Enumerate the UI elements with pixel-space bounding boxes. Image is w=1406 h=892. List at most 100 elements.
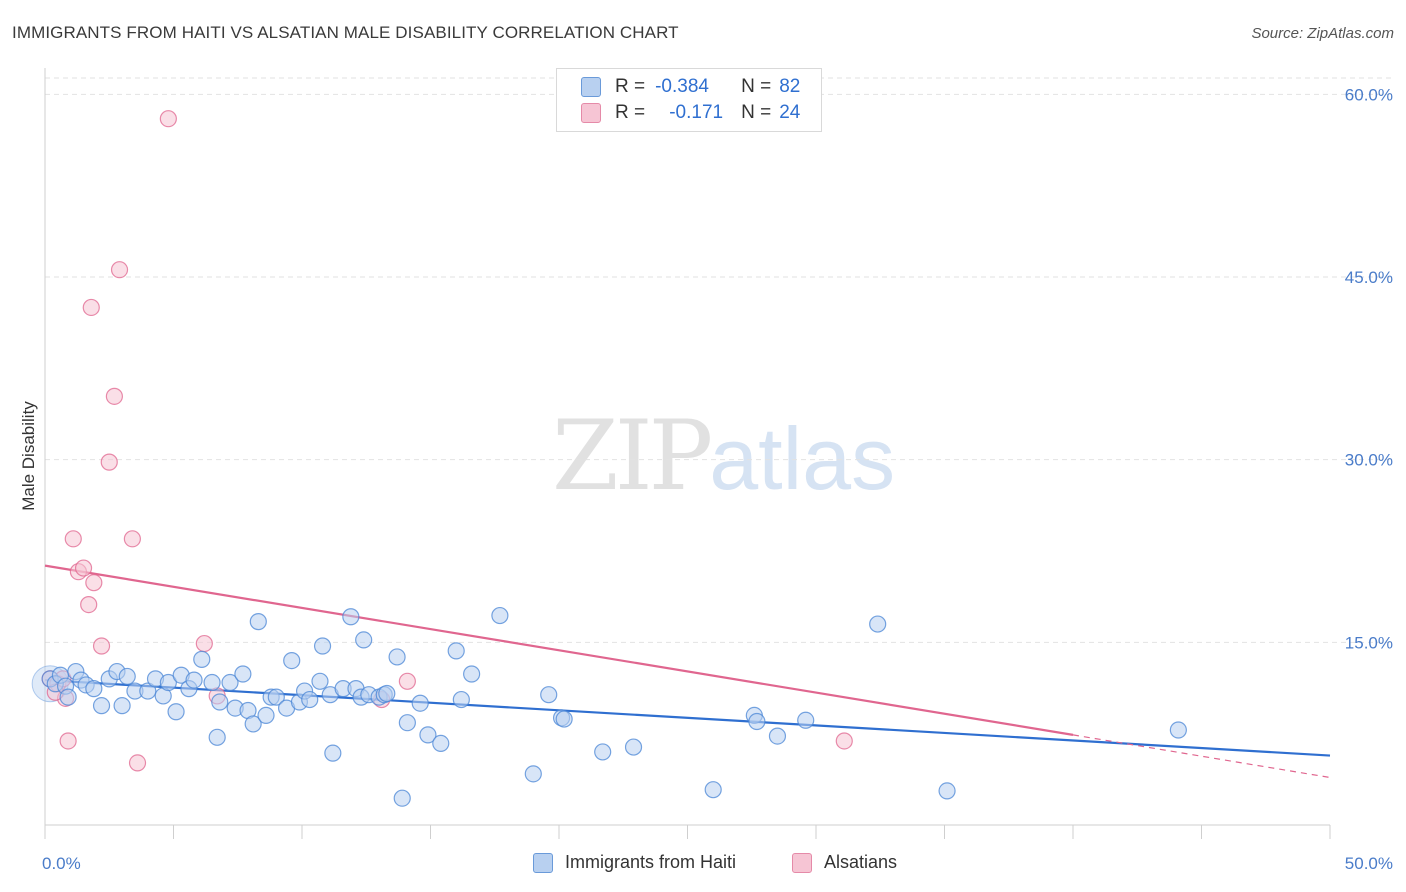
point-alsatian xyxy=(110,261,129,279)
point-haiti xyxy=(221,673,239,692)
point-alsatian xyxy=(835,732,853,750)
point-haiti xyxy=(540,686,558,704)
watermark-zip: ZIP xyxy=(552,400,713,512)
point-haiti xyxy=(311,672,329,690)
point-alsatian xyxy=(80,595,98,614)
point-haiti xyxy=(624,738,643,756)
bottom-legend-swatch-haiti xyxy=(533,852,553,873)
point-haiti xyxy=(463,665,481,683)
legend-n-label: N = xyxy=(741,102,772,123)
point-alsatian xyxy=(105,387,123,405)
point-haiti xyxy=(283,652,301,670)
legend-r-value: -0.384 xyxy=(655,76,709,97)
point-alsatian xyxy=(128,754,147,772)
point-haiti xyxy=(704,781,722,799)
point-haiti xyxy=(249,613,267,631)
legend: R = -0.384 N = 82 R = -0.171 N = 24 xyxy=(556,68,822,132)
point-haiti xyxy=(257,706,275,725)
point-haiti xyxy=(203,673,221,692)
y-tick-label: 45.0% xyxy=(1345,268,1393,287)
point-haiti xyxy=(869,615,887,633)
legend-r-label: R = xyxy=(615,102,646,123)
point-haiti xyxy=(324,744,342,762)
point-alsatian xyxy=(74,559,93,577)
trendline-haiti xyxy=(44,678,1331,757)
point-haiti xyxy=(419,726,437,744)
bottom-legend-alsatian: Alsatians xyxy=(792,852,897,873)
point-alsatian xyxy=(82,298,100,317)
point-alsatian xyxy=(92,637,111,655)
bottom-legend-swatch-alsatian xyxy=(792,852,812,873)
point-haiti xyxy=(185,671,203,689)
point-alsatian xyxy=(85,574,103,592)
point-haiti xyxy=(118,667,136,686)
legend-n-value: 82 xyxy=(779,76,801,97)
point-alsatian xyxy=(100,453,118,471)
point-haiti xyxy=(59,688,77,706)
bottom-legend-label-haiti: Immigrants from Haiti xyxy=(565,852,737,872)
point-alsatian xyxy=(64,530,82,548)
x-tick-label: 50.0% xyxy=(1345,854,1393,873)
point-haiti xyxy=(301,690,319,709)
y-tick-label: 30.0% xyxy=(1345,451,1393,470)
point-haiti xyxy=(768,727,787,745)
point-haiti xyxy=(748,712,766,731)
point-haiti xyxy=(378,684,396,703)
point-alsatian xyxy=(398,672,416,690)
watermark-atlas: atlas xyxy=(709,409,896,508)
point-haiti xyxy=(267,688,285,706)
point-haiti xyxy=(432,734,450,753)
point-haiti xyxy=(491,606,509,625)
point-haiti xyxy=(938,782,956,800)
legend-swatch-alsatian xyxy=(581,103,601,123)
point-alsatian xyxy=(123,530,141,548)
point-haiti xyxy=(797,711,815,729)
point-haiti xyxy=(85,680,103,698)
legend-row-haiti: R = -0.384 N = 82 xyxy=(581,75,800,99)
chart-title: IMMIGRANTS FROM HAITI VS ALSATIAN MALE D… xyxy=(12,23,679,42)
point-haiti xyxy=(113,697,131,715)
legend-n-value: 24 xyxy=(779,102,801,123)
watermark: ZIPatlas xyxy=(552,400,895,512)
point-haiti xyxy=(388,648,406,666)
point-haiti xyxy=(355,631,373,649)
source-label: Source: ZipAtlas.com xyxy=(1251,25,1394,42)
point-haiti xyxy=(555,710,573,728)
point-haiti xyxy=(393,789,411,807)
point-haiti xyxy=(398,714,416,732)
point-haiti xyxy=(92,697,111,715)
point-haiti xyxy=(313,637,332,655)
point-alsatian xyxy=(195,634,213,653)
point-haiti xyxy=(193,650,211,668)
point-haiti xyxy=(452,690,470,709)
point-haiti xyxy=(411,694,429,712)
point-haiti xyxy=(208,728,226,746)
bottom-legend-label-alsatian: Alsatians xyxy=(824,852,898,872)
point-haiti xyxy=(524,765,542,783)
point-haiti xyxy=(342,608,360,626)
point-haiti xyxy=(1169,721,1187,739)
y-axis-label: Male Disability xyxy=(19,401,38,511)
point-haiti xyxy=(447,642,465,660)
trendline-alsatian-extension xyxy=(1072,734,1331,779)
point-haiti xyxy=(139,682,157,700)
y-tick-label: 60.0% xyxy=(1345,85,1393,104)
data-points xyxy=(31,110,1187,807)
point-alsatian xyxy=(159,110,177,128)
legend-row-alsatian: R = -0.171 N = 24 xyxy=(581,101,800,125)
point-haiti xyxy=(211,693,229,711)
trend-lines xyxy=(44,564,1331,779)
point-haiti xyxy=(594,743,612,761)
y-tick-label: 15.0% xyxy=(1345,633,1393,652)
trendline-alsatian xyxy=(44,564,1074,736)
grid-lines xyxy=(45,77,1395,643)
legend-r-value: -0.171 xyxy=(669,102,724,123)
axes xyxy=(44,68,1331,839)
legend-n-label: N = xyxy=(741,76,772,97)
legend-r-label: R = xyxy=(615,76,646,97)
axis-labels: 15.0% 30.0% 45.0% 60.0% 0.0% 50.0% Male Disabi… xyxy=(19,85,1393,873)
point-haiti xyxy=(159,673,177,692)
x-tick-label: 0.0% xyxy=(42,854,81,873)
legend-swatch-haiti xyxy=(581,77,601,97)
